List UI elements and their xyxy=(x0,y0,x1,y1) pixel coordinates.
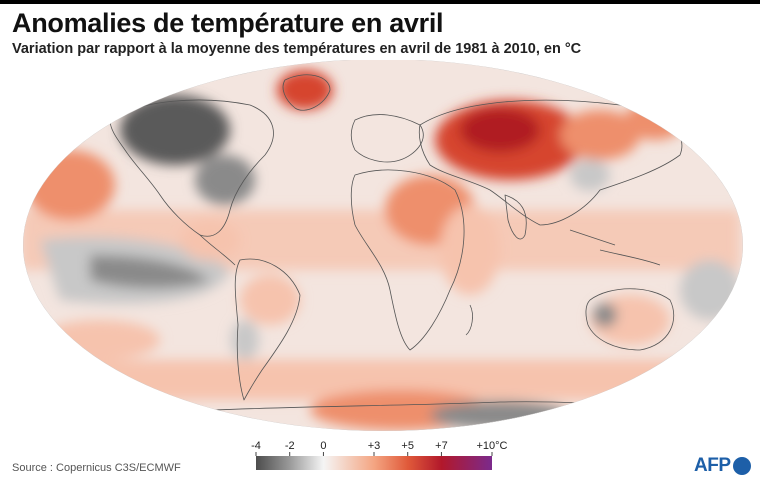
legend-color-bar xyxy=(256,456,492,470)
legend-tick-label: +7 xyxy=(435,440,448,452)
legend-bar-svg xyxy=(255,452,493,470)
world-map xyxy=(0,59,760,438)
legend-tick-label: +10°C xyxy=(476,440,508,452)
afp-logo-text: AFP xyxy=(694,455,731,476)
afp-logo-dot xyxy=(732,457,751,475)
anomaly-field xyxy=(23,70,740,431)
page-title: Anomalies de température en avril xyxy=(12,8,444,38)
legend-tick-label: +3 xyxy=(367,440,381,452)
world-map-svg xyxy=(23,59,743,431)
legend-tick-label: +5 xyxy=(401,440,414,452)
legend-ticks xyxy=(255,452,493,456)
source-credit: Source : Copernicus C3S/ECMWF xyxy=(12,462,181,474)
page-subtitle: Variation par rapport à la moyenne des t… xyxy=(12,41,582,57)
legend-tick-label: 0 xyxy=(320,440,327,452)
top-rule xyxy=(0,0,760,4)
legend-tick-label: -4 xyxy=(251,440,261,452)
legend-tick-label: -2 xyxy=(284,440,295,452)
afp-logo: AFP xyxy=(694,454,751,478)
color-legend: -4 -2 0 +3 +5 +7 +10°C xyxy=(0,438,760,478)
